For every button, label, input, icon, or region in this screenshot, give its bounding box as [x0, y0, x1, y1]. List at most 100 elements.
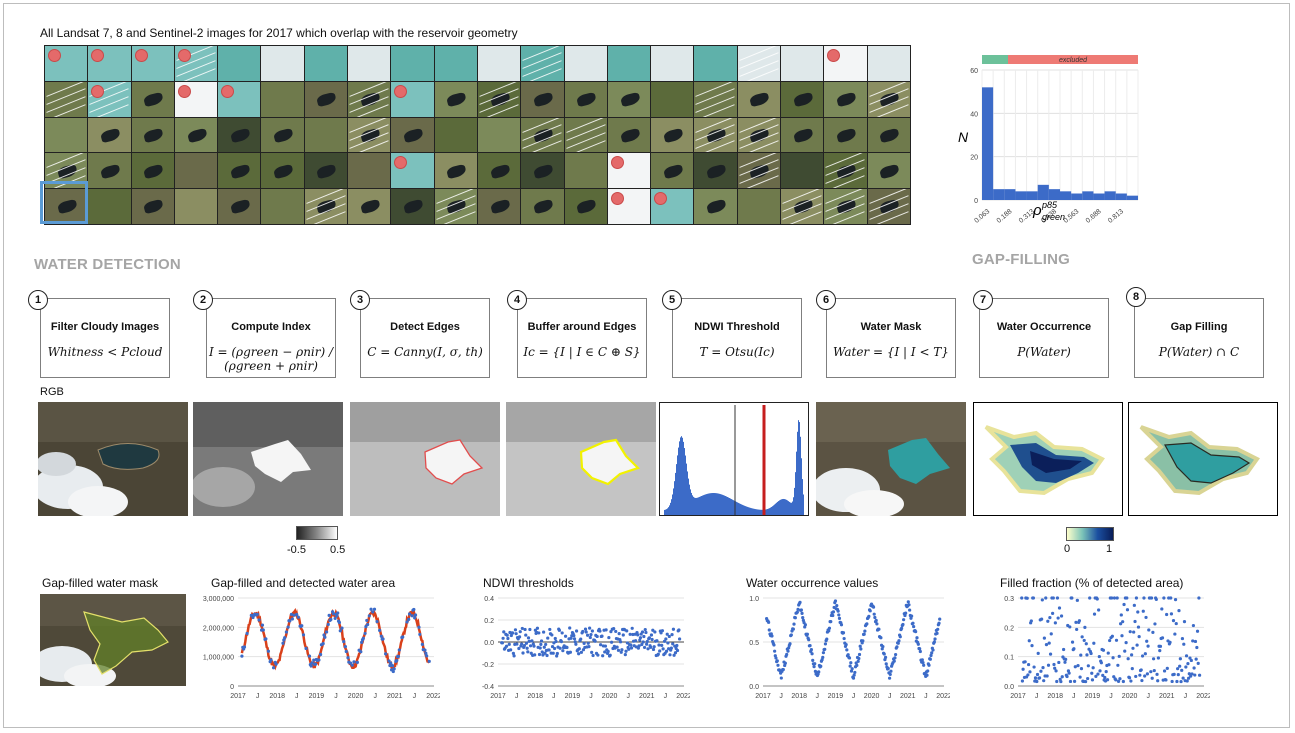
satellite-thumbnail[interactable] [477, 189, 521, 224]
satellite-thumbnail[interactable] [824, 46, 867, 81]
satellite-thumbnail[interactable] [174, 117, 218, 153]
satellite-thumbnail[interactable] [434, 81, 477, 117]
satellite-thumbnail[interactable] [824, 81, 867, 117]
satellite-thumbnail[interactable] [781, 153, 824, 189]
satellite-thumbnail[interactable] [348, 189, 391, 224]
satellite-thumbnail[interactable] [261, 81, 304, 117]
satellite-thumbnail[interactable] [564, 153, 607, 189]
satellite-thumbnail[interactable] [218, 46, 261, 81]
satellite-thumbnail[interactable] [131, 81, 174, 117]
satellite-thumbnail[interactable] [218, 153, 261, 189]
satellite-thumbnail[interactable] [304, 189, 348, 224]
satellite-thumbnail[interactable] [477, 46, 521, 81]
satellite-thumbnail[interactable] [694, 117, 737, 153]
satellite-thumbnail[interactable] [521, 81, 564, 117]
satellite-thumbnail[interactable] [88, 81, 131, 117]
satellite-thumbnail[interactable] [45, 46, 88, 81]
satellite-thumbnail[interactable] [304, 153, 348, 189]
satellite-thumbnail[interactable] [88, 46, 131, 81]
satellite-thumbnail[interactable] [867, 153, 910, 189]
satellite-thumbnail[interactable] [867, 189, 910, 224]
satellite-thumbnail[interactable] [131, 189, 174, 224]
satellite-thumbnail[interactable] [131, 153, 174, 189]
satellite-thumbnail[interactable] [564, 81, 607, 117]
satellite-thumbnail[interactable] [391, 189, 434, 224]
satellite-thumbnail[interactable] [391, 117, 434, 153]
satellite-thumbnail[interactable] [651, 189, 694, 224]
satellite-thumbnail[interactable] [781, 81, 824, 117]
satellite-thumbnail[interactable] [737, 81, 781, 117]
satellite-thumbnail[interactable] [348, 117, 391, 153]
satellite-thumbnail[interactable] [218, 189, 261, 224]
satellite-thumbnail[interactable] [304, 117, 348, 153]
satellite-thumbnail[interactable] [218, 81, 261, 117]
satellite-thumbnail[interactable] [434, 117, 477, 153]
satellite-thumbnail[interactable] [824, 153, 867, 189]
satellite-thumbnail[interactable] [867, 117, 910, 153]
satellite-thumbnail[interactable] [694, 189, 737, 224]
satellite-thumbnail[interactable] [694, 46, 737, 81]
satellite-thumbnail[interactable] [391, 81, 434, 117]
satellite-thumbnail[interactable] [88, 117, 131, 153]
satellite-thumbnail[interactable] [174, 81, 218, 117]
satellite-thumbnail[interactable] [434, 189, 477, 224]
satellite-thumbnail[interactable] [867, 81, 910, 117]
satellite-thumbnail[interactable] [521, 117, 564, 153]
satellite-thumbnail[interactable] [737, 117, 781, 153]
satellite-thumbnail[interactable] [737, 153, 781, 189]
satellite-thumbnail[interactable] [824, 117, 867, 153]
satellite-thumbnail[interactable] [607, 153, 651, 189]
satellite-thumbnail[interactable] [45, 189, 88, 224]
satellite-thumbnail[interactable] [521, 189, 564, 224]
satellite-thumbnail[interactable] [348, 81, 391, 117]
satellite-thumbnail[interactable] [694, 153, 737, 189]
satellite-thumbnail[interactable] [304, 81, 348, 117]
satellite-thumbnail[interactable] [391, 46, 434, 81]
satellite-thumbnail[interactable] [434, 46, 477, 81]
satellite-thumbnail[interactable] [651, 81, 694, 117]
satellite-thumbnail[interactable] [651, 117, 694, 153]
satellite-thumbnail[interactable] [174, 189, 218, 224]
satellite-thumbnail[interactable] [781, 117, 824, 153]
satellite-thumbnail[interactable] [651, 46, 694, 81]
satellite-thumbnail[interactable] [564, 189, 607, 224]
satellite-thumbnail[interactable] [781, 46, 824, 81]
satellite-thumbnail[interactable] [261, 117, 304, 153]
satellite-thumbnail[interactable] [304, 46, 348, 81]
satellite-thumbnail[interactable] [781, 189, 824, 224]
satellite-thumbnail[interactable] [824, 189, 867, 224]
satellite-thumbnail[interactable] [348, 46, 391, 81]
satellite-thumbnail[interactable] [607, 46, 651, 81]
satellite-thumbnail[interactable] [261, 189, 304, 224]
satellite-thumbnail[interactable] [261, 153, 304, 189]
satellite-thumbnail[interactable] [564, 46, 607, 81]
satellite-thumbnail[interactable] [607, 189, 651, 224]
satellite-thumbnail[interactable] [694, 81, 737, 117]
satellite-thumbnail[interactable] [88, 153, 131, 189]
satellite-thumbnail[interactable] [131, 46, 174, 81]
satellite-thumbnail[interactable] [521, 153, 564, 189]
satellite-thumbnail[interactable] [131, 117, 174, 153]
satellite-thumbnail[interactable] [348, 153, 391, 189]
satellite-thumbnail[interactable] [88, 189, 131, 224]
satellite-thumbnail[interactable] [564, 117, 607, 153]
satellite-thumbnail[interactable] [867, 46, 910, 81]
satellite-thumbnail[interactable] [174, 153, 218, 189]
satellite-thumbnail[interactable] [477, 153, 521, 189]
satellite-thumbnail[interactable] [651, 153, 694, 189]
satellite-thumbnail[interactable] [737, 46, 781, 81]
satellite-thumbnail[interactable] [737, 189, 781, 224]
satellite-thumbnail[interactable] [174, 46, 218, 81]
satellite-thumbnail[interactable] [45, 81, 88, 117]
satellite-thumbnail[interactable] [521, 46, 564, 81]
satellite-thumbnail[interactable] [477, 117, 521, 153]
satellite-thumbnail[interactable] [391, 153, 434, 189]
satellite-thumbnail[interactable] [261, 46, 304, 81]
satellite-thumbnail[interactable] [477, 81, 521, 117]
satellite-thumbnail[interactable] [218, 117, 261, 153]
satellite-thumbnail[interactable] [434, 153, 477, 189]
satellite-thumbnail[interactable] [607, 81, 651, 117]
satellite-thumbnail[interactable] [607, 117, 651, 153]
selected-image-highlight[interactable] [40, 181, 88, 224]
satellite-thumbnail[interactable] [45, 117, 88, 153]
